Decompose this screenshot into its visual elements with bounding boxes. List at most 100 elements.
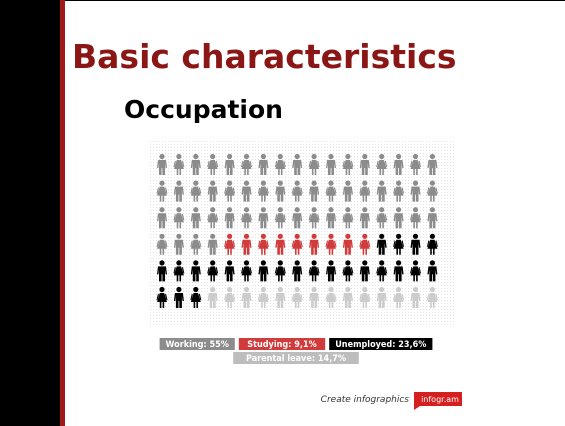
icon-body [275, 239, 286, 255]
icon-body [308, 160, 320, 175]
icon-head [396, 260, 402, 266]
icon-body [224, 293, 236, 308]
person-icon [309, 233, 320, 255]
person-icon [393, 153, 404, 175]
icon-head [396, 233, 402, 239]
legend-swatch [329, 338, 433, 350]
icon-body [173, 266, 185, 282]
icon-body [308, 266, 320, 282]
person-icon [173, 286, 184, 308]
icon-head [243, 153, 250, 160]
person-icon [410, 286, 421, 308]
icon-body [410, 160, 421, 175]
icon-head [396, 207, 402, 213]
icon-head [294, 233, 300, 239]
icon-body [376, 239, 387, 255]
icon-head [362, 180, 368, 186]
person-icon [309, 180, 320, 202]
icon-head [193, 233, 199, 239]
person-icon [258, 153, 269, 175]
person-icon [393, 233, 405, 255]
icon-head [227, 260, 233, 266]
person-icon [224, 207, 235, 229]
icon-body [376, 213, 388, 229]
icon-body [190, 186, 202, 202]
icon-head [294, 153, 300, 160]
person-icon [376, 286, 387, 308]
person-icon [224, 233, 236, 255]
icon-body [224, 239, 236, 255]
legend-swatch [233, 352, 359, 364]
icon-head [294, 286, 300, 293]
icon-head [243, 286, 250, 293]
side-bar [0, 0, 60, 426]
icon-head [429, 233, 435, 239]
person-icon [342, 180, 353, 202]
icon-head [328, 286, 334, 293]
icon-head [345, 286, 351, 293]
icon-body [427, 266, 438, 282]
legend-swatch [238, 338, 326, 350]
icon-head [193, 260, 199, 266]
icon-head [260, 153, 266, 160]
legend-label: Working: 55% [166, 340, 229, 350]
person-icon [426, 180, 438, 202]
icon-head [227, 286, 233, 293]
icon-head [193, 286, 199, 293]
person-icon [207, 207, 219, 229]
icon-body [257, 293, 269, 308]
icon-head [362, 207, 368, 213]
icon-body [342, 213, 354, 229]
person-icon [274, 153, 286, 175]
icon-body [292, 266, 303, 282]
icon-body [393, 213, 404, 229]
person-icon [224, 180, 236, 202]
legend-swatch [159, 338, 235, 350]
icon-head [260, 207, 266, 213]
icon-head [294, 207, 300, 213]
person-icon [393, 207, 404, 229]
icon-body [241, 186, 252, 202]
icon-head [227, 207, 233, 213]
icon-head [159, 180, 165, 186]
icon-body [359, 266, 370, 282]
icon-head [311, 286, 317, 293]
icon-head [193, 153, 199, 160]
icon-body [426, 293, 438, 308]
person-icon [376, 260, 388, 282]
icon-head [362, 286, 368, 293]
icon-head [294, 260, 300, 266]
icon-head [210, 207, 216, 213]
person-icon [275, 286, 286, 308]
icon-head [294, 180, 300, 186]
person-icon [376, 180, 387, 202]
icon-body [393, 186, 405, 202]
person-icon [291, 233, 303, 255]
icon-head [243, 260, 250, 266]
icon-head [277, 180, 283, 186]
person-icon [308, 260, 320, 282]
icon-head [328, 260, 334, 266]
icon-body [376, 293, 387, 308]
icon-body [258, 213, 269, 229]
icon-body [326, 160, 336, 175]
person-icon [241, 260, 252, 282]
person-icon [274, 207, 286, 229]
icon-head [193, 207, 199, 213]
person-icon [224, 286, 236, 308]
icon-body [325, 186, 337, 202]
icon-body [274, 213, 286, 229]
icon-body [326, 266, 336, 282]
icon-body [173, 293, 184, 308]
person-icon [376, 153, 388, 175]
icon-body [376, 186, 387, 202]
icon-head [379, 180, 385, 186]
icon-body [241, 266, 252, 282]
icon-body [156, 186, 168, 202]
brand-tag [414, 392, 462, 410]
icon-body [393, 266, 404, 282]
icon-body [190, 266, 201, 282]
icon-body [274, 160, 286, 175]
person-icon [275, 233, 286, 255]
